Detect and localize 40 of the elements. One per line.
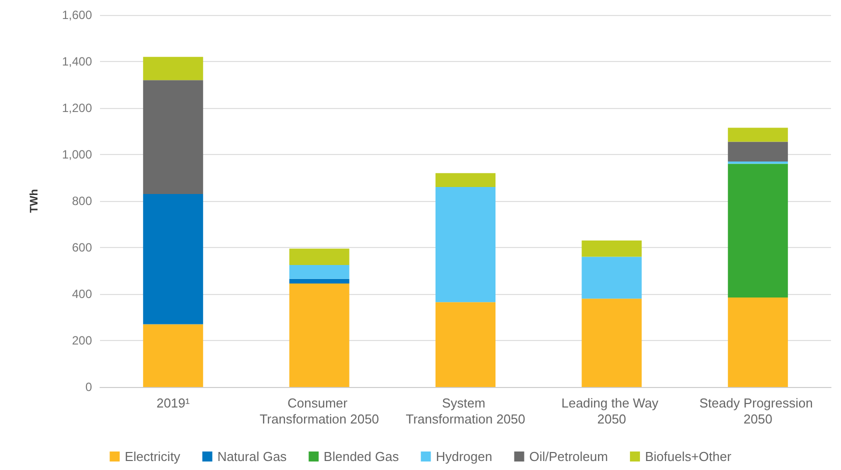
- legend-label: Hydrogen: [436, 449, 492, 464]
- bar: [582, 298, 642, 387]
- bar: [143, 194, 204, 324]
- y-tick-label: 1,400: [62, 54, 92, 68]
- legend-label: Biofuels+Other: [644, 449, 732, 464]
- bar: [289, 248, 350, 265]
- bar: [728, 161, 788, 164]
- bar: [436, 187, 496, 302]
- y-axis-title: TWh: [28, 188, 40, 213]
- x-tick-label: System Transformation 2050: [406, 396, 526, 426]
- bar: [143, 80, 204, 194]
- x-tick-label: 2019¹: [156, 396, 190, 410]
- legend-label: Blended Gas: [324, 449, 400, 464]
- x-tick-label: Consumer Transformation 2050: [260, 396, 380, 426]
- y-tick-label: 800: [72, 194, 92, 208]
- legend-label: Oil/Petroleum: [529, 449, 608, 464]
- bar: [728, 128, 788, 142]
- bar: [728, 297, 788, 387]
- bar: [728, 164, 788, 298]
- bar: [289, 284, 350, 387]
- bar: [436, 173, 496, 188]
- bar: [582, 256, 642, 299]
- bar: [289, 278, 350, 284]
- bar: [582, 240, 642, 257]
- y-tick-label: 0: [85, 380, 92, 394]
- x-tick-label: Steady Progression 2050: [699, 396, 816, 426]
- bar: [289, 264, 350, 279]
- y-tick-label: 200: [72, 334, 92, 348]
- bar: [728, 142, 788, 162]
- y-tick-label: 1,200: [62, 101, 92, 115]
- y-tick-label: 400: [72, 287, 92, 301]
- bar: [143, 324, 204, 387]
- legend-label: Electricity: [124, 449, 181, 464]
- y-tick-label: 1,000: [62, 148, 92, 162]
- y-tick-label: 600: [72, 240, 92, 254]
- bar: [143, 56, 204, 80]
- bar: [436, 302, 496, 387]
- y-tick-label: 1,600: [62, 8, 92, 22]
- legend-label: Natural Gas: [217, 449, 288, 464]
- x-tick-label: Leading the Way 2050: [561, 396, 662, 426]
